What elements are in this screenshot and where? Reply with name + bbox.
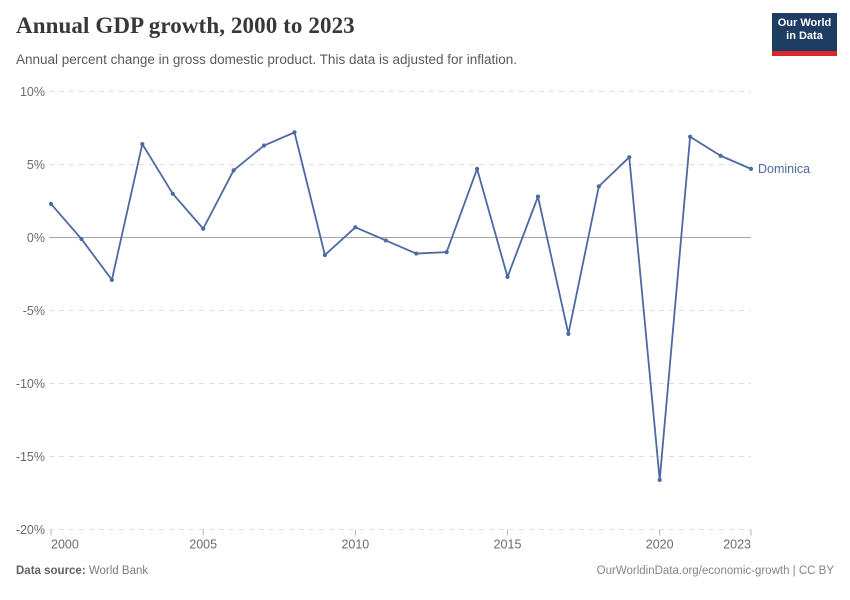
trend-line[interactable] [50, 131, 752, 481]
data-source-label: Data source: [16, 565, 86, 577]
data-point[interactable] [48, 201, 54, 207]
data-source-value: World Bank [88, 565, 149, 577]
credit-link[interactable]: OurWorldinData.org/economic-growth | CC … [596, 565, 834, 577]
data-point[interactable] [231, 168, 236, 173]
data-point[interactable] [201, 226, 206, 231]
data-point[interactable] [505, 274, 510, 280]
y-tick-label: 10% [20, 85, 45, 99]
data-point[interactable] [596, 184, 601, 189]
y-tick-label: -5% [23, 304, 45, 318]
data-point[interactable] [322, 252, 328, 258]
data-point[interactable] [474, 166, 480, 171]
data-point[interactable] [748, 166, 754, 171]
data-point[interactable] [718, 153, 723, 158]
x-tick-label: 2023 [723, 538, 751, 552]
series-label[interactable]: Dominica [758, 162, 810, 176]
data-point[interactable] [353, 225, 358, 230]
chart-subtitle: Annual percent change in gross domestic … [16, 52, 518, 67]
data-point[interactable] [444, 250, 449, 255]
y-tick-label: -20% [16, 523, 45, 537]
owid-logo-line1: Our World [777, 17, 832, 29]
y-tick-label: 0% [27, 231, 45, 245]
data-point[interactable] [261, 143, 267, 148]
y-tick-label: -10% [16, 377, 45, 391]
data-source: Data source: World Bank [16, 565, 148, 577]
y-tick-label: 5% [27, 158, 45, 172]
data-point[interactable] [657, 477, 662, 482]
y-tick-label: -15% [16, 450, 45, 464]
data-point[interactable] [383, 238, 388, 243]
data-point[interactable] [79, 236, 84, 242]
data-point[interactable] [627, 155, 632, 160]
x-tick-label: 2005 [189, 538, 217, 552]
data-point[interactable] [292, 130, 297, 135]
data-point[interactable] [566, 331, 571, 336]
data-point[interactable] [109, 277, 114, 282]
data-point[interactable] [535, 194, 541, 199]
data-point[interactable] [170, 191, 175, 196]
chart-footer: Data source: World Bank OurWorldinData.o… [16, 565, 834, 577]
x-tick-label: 2015 [494, 538, 522, 552]
owid-logo: Our World in Data [772, 13, 837, 56]
data-point[interactable] [414, 251, 419, 256]
x-tick-label: 2020 [646, 538, 674, 552]
page-title: Annual GDP growth, 2000 to 2023 [16, 13, 355, 38]
x-tick-label: 2010 [341, 538, 369, 552]
data-point[interactable] [688, 134, 693, 139]
x-tick-label: 2000 [51, 538, 79, 552]
data-point[interactable] [140, 141, 145, 147]
owid-logo-line2: in Data [786, 30, 823, 42]
